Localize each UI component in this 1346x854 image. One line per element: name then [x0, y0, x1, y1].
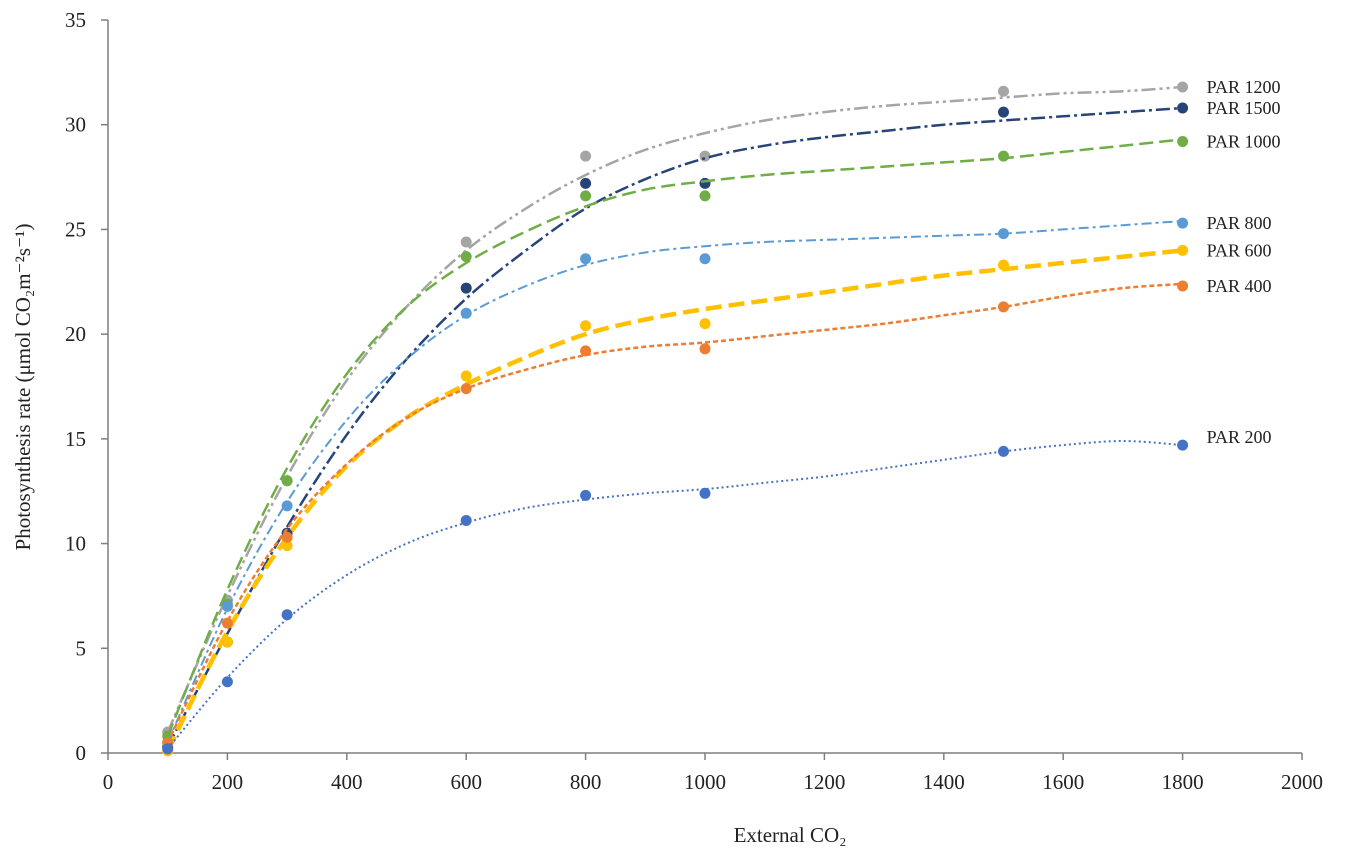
- x-tick-label: 400: [331, 770, 363, 794]
- label-par-800: PAR 800: [1207, 213, 1272, 233]
- data-point-par-400: [699, 343, 711, 355]
- y-axis-title: Photosynthesis rate (μmol CO₂m⁻²s⁻¹): [11, 224, 35, 551]
- data-point-par-800: [281, 500, 293, 512]
- y-tick-label: 20: [65, 322, 86, 346]
- x-axis-title: External CO₂: [734, 823, 847, 847]
- trend-line-par-1200: [166, 85, 1183, 733]
- data-point-par-1500: [998, 106, 1009, 118]
- x-tick-label: 2000: [1281, 770, 1323, 794]
- series-layer: [162, 81, 1189, 757]
- data-point-par-200: [460, 515, 472, 527]
- data-point-par-1200: [1177, 81, 1189, 93]
- data-point-par-1200: [998, 85, 1009, 97]
- x-tick-label: 1800: [1162, 770, 1204, 794]
- data-point-par-800: [580, 253, 592, 265]
- data-point-par-200: [580, 489, 592, 501]
- y-tick-label: 35: [65, 8, 86, 32]
- y-tick-label: 5: [76, 636, 87, 660]
- series-par-1000: [162, 135, 1189, 742]
- x-tick-labels: 0 200 400 600 800 1000 1200 1400 1600 1800 2000: [103, 770, 1323, 794]
- trend-line-par-1500: [166, 106, 1183, 748]
- x-tick-label: 1400: [923, 770, 965, 794]
- data-point-par-1200: [580, 150, 592, 162]
- label-par-1500: PAR 1500: [1207, 98, 1281, 118]
- data-point-par-400: [281, 531, 293, 543]
- label-par-200: PAR 200: [1207, 427, 1272, 447]
- x-tick-label: 200: [212, 770, 244, 794]
- data-point-par-1000: [998, 150, 1009, 162]
- label-par-1000: PAR 1000: [1207, 131, 1281, 151]
- data-point-par-200: [998, 445, 1009, 457]
- data-point-par-600: [221, 636, 233, 648]
- label-par-600: PAR 600: [1207, 240, 1272, 260]
- data-point-par-1000: [580, 190, 592, 202]
- data-point-par-400: [998, 301, 1009, 313]
- data-point-par-1000: [460, 251, 472, 263]
- data-point-par-600: [281, 540, 293, 552]
- data-point-par-1000: [281, 475, 293, 487]
- series-par-800: [162, 217, 1189, 749]
- trend-line-par-400: [166, 282, 1183, 744]
- label-par-400: PAR 400: [1207, 276, 1272, 296]
- data-point-par-600: [699, 318, 711, 330]
- data-point-par-200: [699, 487, 711, 499]
- data-point-par-200: [162, 743, 174, 755]
- label-par-1200: PAR 1200: [1207, 77, 1281, 97]
- y-tick-label: 25: [65, 217, 86, 241]
- y-tick-label: 10: [65, 532, 86, 556]
- x-tick-label: 0: [103, 770, 114, 794]
- data-point-par-1000: [699, 190, 711, 202]
- data-point-par-400: [460, 383, 472, 395]
- data-point-par-400: [221, 617, 233, 629]
- chart-axes: [101, 19, 1303, 760]
- data-point-par-400: [580, 345, 592, 357]
- data-point-par-1500: [580, 177, 592, 189]
- data-point-par-800: [1177, 217, 1189, 229]
- y-tick-label: 15: [65, 427, 86, 451]
- data-point-par-800: [460, 307, 472, 319]
- data-point-par-400: [1177, 280, 1189, 292]
- data-point-par-800: [699, 253, 711, 265]
- data-point-par-1500: [699, 177, 711, 189]
- series-par-600: [162, 244, 1189, 757]
- x-tick-label: 800: [570, 770, 602, 794]
- x-tick-label: 600: [450, 770, 482, 794]
- data-point-par-600: [1177, 244, 1189, 256]
- data-point-par-600: [460, 370, 472, 382]
- y-tick-label: 30: [65, 113, 86, 137]
- series-par-1200: [162, 81, 1189, 738]
- x-tick-label: 1200: [803, 770, 845, 794]
- trend-line-par-200: [166, 439, 1183, 750]
- data-point-par-1500: [460, 282, 472, 294]
- data-point-par-800: [221, 600, 233, 612]
- data-point-par-200: [281, 609, 293, 621]
- data-point-par-600: [998, 259, 1009, 271]
- trend-line-par-800: [166, 220, 1183, 743]
- series-par-400: [162, 280, 1189, 749]
- series-par-200: [162, 439, 1189, 755]
- data-point-par-1200: [460, 236, 472, 248]
- data-point-par-1000: [1177, 135, 1189, 147]
- x-tick-label: 1000: [684, 770, 726, 794]
- trend-line-par-600: [165, 248, 1183, 752]
- y-tick-label: 0: [76, 741, 87, 765]
- data-point-par-200: [1177, 439, 1189, 451]
- data-point-par-800: [998, 228, 1009, 240]
- trend-line-par-1000: [166, 138, 1183, 737]
- data-point-par-200: [221, 676, 233, 688]
- y-tick-labels: 0 5 10 15 20 25 30 35: [65, 8, 86, 765]
- data-point-par-600: [580, 320, 592, 332]
- x-tick-label: 1600: [1042, 770, 1084, 794]
- data-point-par-1500: [1177, 102, 1189, 114]
